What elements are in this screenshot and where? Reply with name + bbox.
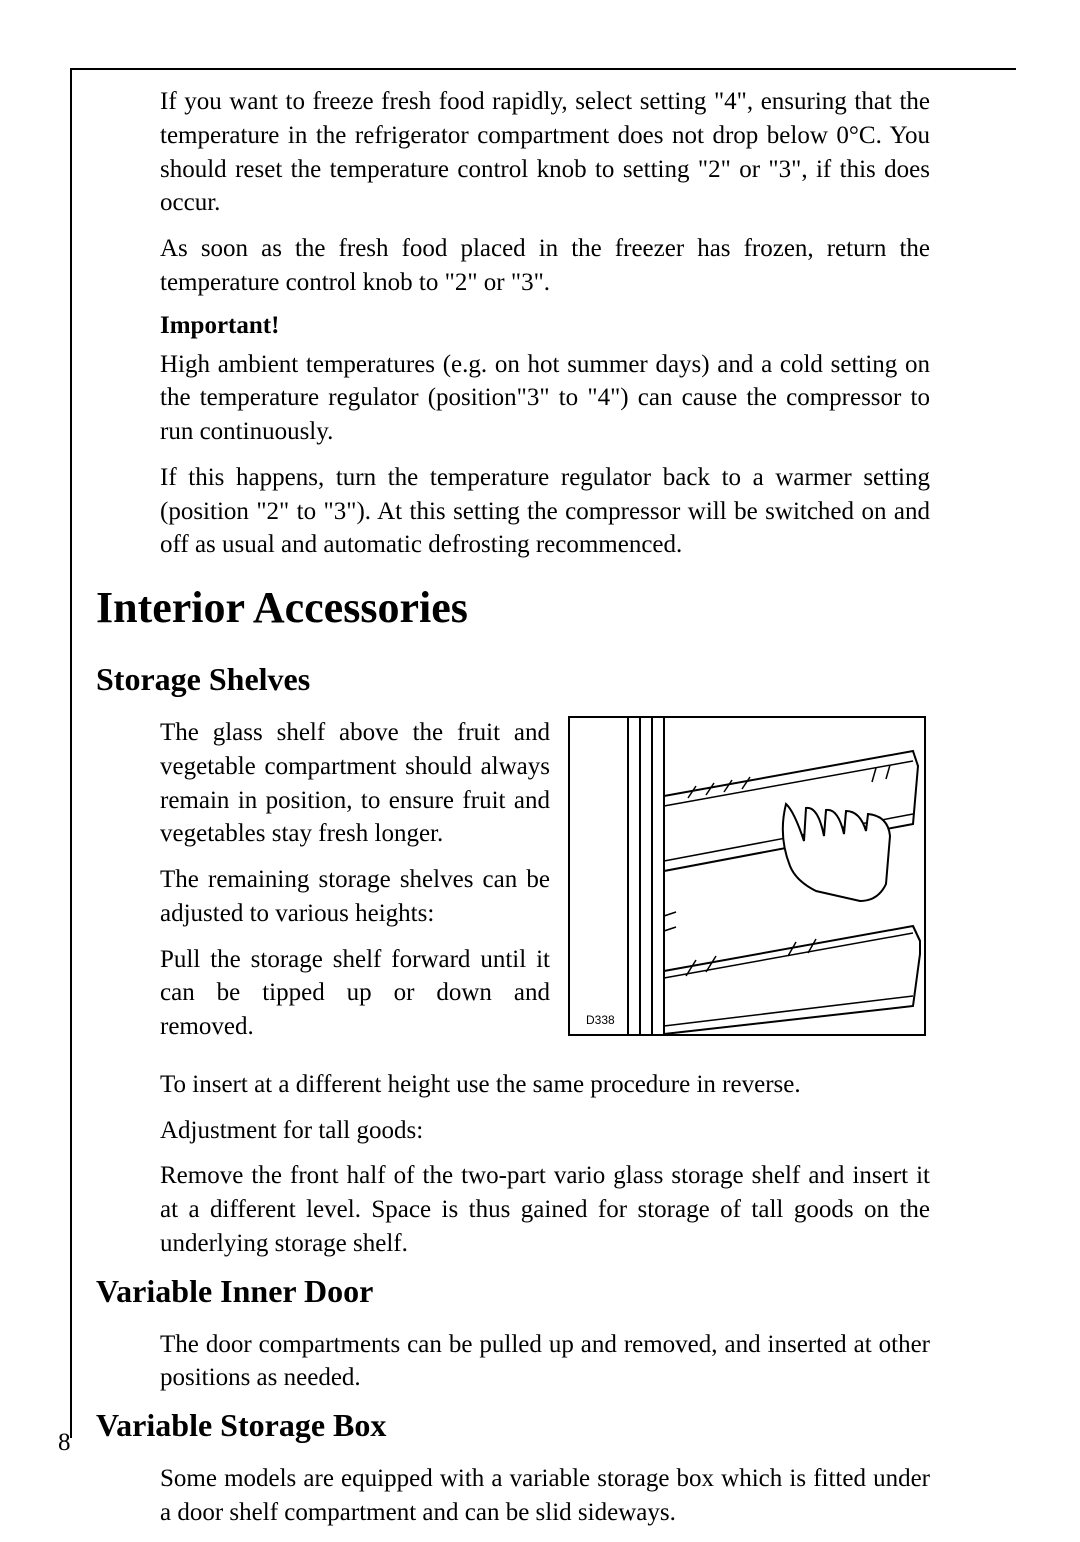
intro-paragraph-1: If you want to freeze fresh food rapidly… [160, 85, 930, 220]
page-number: 8 [58, 1429, 71, 1457]
heading-interior-accessories: Interior Accessories [96, 582, 930, 633]
storage-shelves-text: The glass shelf above the fruit and vege… [160, 716, 550, 1056]
storage-shelves-p5: Adjustment for tall goods: [160, 1114, 930, 1148]
storage-shelves-p6: Remove the front half of the two-part va… [160, 1159, 930, 1260]
storage-shelves-row: The glass shelf above the fruit and vege… [160, 716, 930, 1056]
storage-shelves-p2: The remaining storage shelves can be adj… [160, 863, 550, 931]
important-label: Important! [160, 312, 930, 340]
heading-storage-shelves: Storage Shelves [96, 661, 930, 698]
diagram-label-text: D338 [586, 1013, 615, 1027]
heading-variable-storage-box: Variable Storage Box [96, 1407, 930, 1444]
shelf-diagram: D338 [568, 716, 926, 1036]
important-paragraph-2: If this happens, turn the temperature re… [160, 461, 930, 562]
storage-shelves-p1: The glass shelf above the fruit and vege… [160, 716, 550, 851]
heading-variable-inner-door: Variable Inner Door [96, 1273, 930, 1310]
page-content: If you want to freeze fresh food rapidly… [160, 85, 930, 1542]
important-paragraph-1: High ambient temperatures (e.g. on hot s… [160, 348, 930, 449]
storage-shelves-p4: To insert at a different height use the … [160, 1068, 930, 1102]
storage-shelves-p3: Pull the storage shelf forward until it … [160, 943, 550, 1044]
intro-paragraph-2: As soon as the fresh food placed in the … [160, 232, 930, 300]
variable-storage-box-p1: Some models are equipped with a variable… [160, 1462, 930, 1530]
variable-inner-door-p1: The door compartments can be pulled up a… [160, 1328, 930, 1396]
